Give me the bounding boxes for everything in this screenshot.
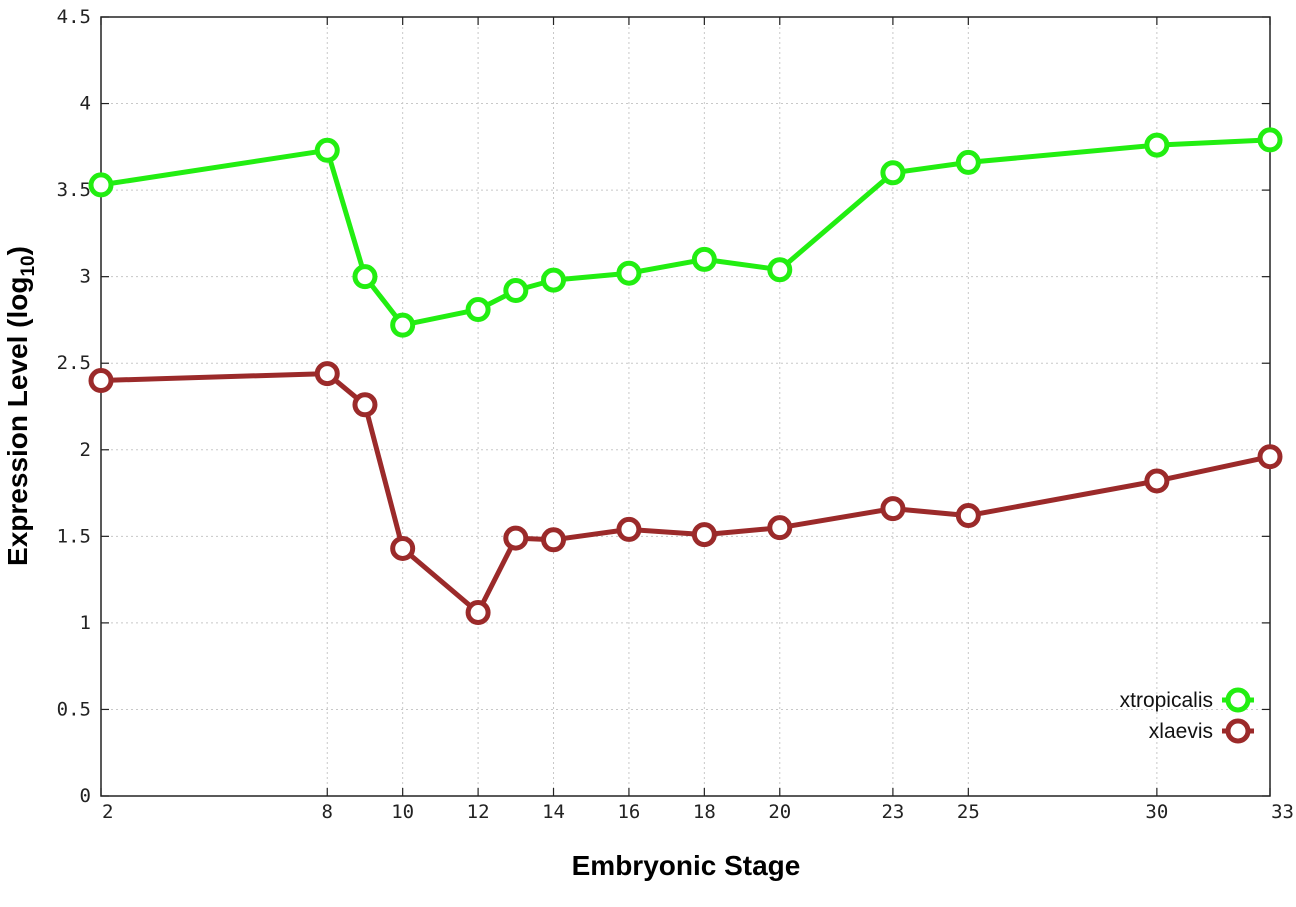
point-xtropicalis: [767, 257, 793, 283]
series-line-xlaevis: [100, 371, 1271, 615]
x-tick-label: 8: [322, 801, 333, 823]
y-tick-label: 2.5: [57, 352, 91, 374]
y-tick-label: 3: [80, 266, 91, 288]
x-tick-label: 20: [768, 801, 791, 823]
x-tick-label: 2: [102, 801, 113, 823]
point-xtropicalis: [1144, 132, 1170, 158]
point-xtropicalis: [352, 264, 378, 290]
series-layer: [88, 127, 1283, 626]
y-tick-label: 2: [80, 439, 91, 461]
series-line-xtropicalis: [100, 137, 1271, 328]
x-axis-title: Embryonic Stage: [572, 850, 801, 881]
point-xlaevis: [314, 361, 340, 387]
x-tick-label: 25: [957, 801, 980, 823]
y-tick-label: 0: [80, 785, 91, 807]
y-tick-label: 4.5: [57, 6, 91, 28]
y-axis-title-subscript: 10: [18, 255, 39, 276]
x-tick-label: 16: [617, 801, 640, 823]
point-xlaevis: [503, 525, 529, 551]
x-tick-label: 30: [1145, 801, 1168, 823]
point-xtropicalis: [390, 312, 416, 338]
point-xtropicalis: [314, 137, 340, 163]
y-axis-title: Expression Level (log10): [2, 246, 39, 566]
legend-label-xlaevis: xlaevis: [1149, 720, 1213, 743]
y-axis-title-close: ): [2, 246, 33, 255]
y-axis-title-main: Expression Level (log: [2, 277, 33, 566]
y-tick-label: 4: [80, 93, 91, 115]
point-xlaevis: [352, 392, 378, 418]
tick-layer: 0 0.5 1 1.5 2 2.5 3 3.5 4 4.5 2 8 10 12 14 16 18 20 23 25 30…: [57, 6, 1294, 823]
point-xlaevis: [955, 503, 981, 529]
x-tick-label: 23: [881, 801, 904, 823]
x-tick-label: 33: [1271, 801, 1294, 823]
legend: xtropicalis xlaevis: [1120, 687, 1254, 744]
x-tick-label: 12: [467, 801, 490, 823]
point-xtropicalis: [880, 160, 906, 186]
point-xlaevis: [1257, 444, 1283, 470]
legend-label-xtropicalis: xtropicalis: [1120, 689, 1213, 712]
point-xtropicalis: [691, 246, 717, 272]
point-xlaevis: [691, 522, 717, 548]
x-tick-label: 14: [542, 801, 565, 823]
point-xlaevis: [767, 515, 793, 541]
y-tick-label: 1.5: [57, 525, 91, 547]
x-tick-label: 18: [693, 801, 716, 823]
point-xtropicalis: [503, 278, 529, 304]
point-xlaevis: [390, 535, 416, 561]
point-xtropicalis: [1257, 127, 1283, 153]
point-xlaevis: [465, 600, 491, 626]
point-xlaevis: [88, 368, 114, 394]
point-xtropicalis: [616, 260, 642, 286]
point-xtropicalis: [465, 297, 491, 323]
x-tick-label: 10: [391, 801, 414, 823]
point-xlaevis: [1144, 468, 1170, 494]
y-tick-label: 0.5: [57, 698, 91, 720]
point-xlaevis: [616, 516, 642, 542]
plot-frame: [100, 16, 1271, 797]
point-xtropicalis: [88, 172, 114, 198]
legend-swatch-marker-xlaevis: [1225, 718, 1251, 744]
point-xlaevis: [880, 496, 906, 522]
legend-swatch-marker-xtropicalis: [1225, 687, 1251, 713]
y-tick-label: 3.5: [57, 179, 91, 201]
grid-layer: [101, 17, 1270, 796]
point-xtropicalis: [955, 149, 981, 175]
y-tick-label: 1: [80, 612, 91, 634]
point-xtropicalis: [541, 267, 567, 293]
point-xlaevis: [541, 527, 567, 553]
